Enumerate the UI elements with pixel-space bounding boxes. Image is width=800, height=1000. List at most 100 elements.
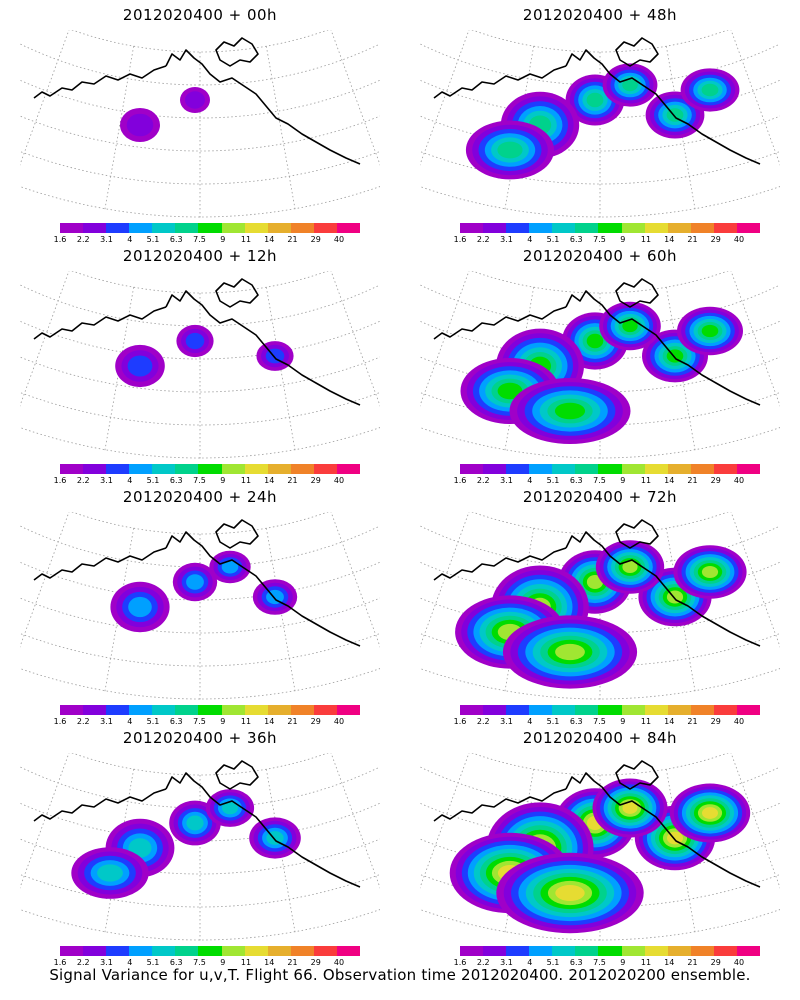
coastline [433, 37, 761, 165]
colorbar-swatch [713, 946, 737, 956]
colorbar-swatch [552, 705, 576, 715]
colorbar-swatch [713, 464, 737, 474]
colorbar-swatch [713, 223, 737, 233]
colorbar-swatch [506, 223, 530, 233]
colorbar-tick-label: 4 [527, 958, 533, 967]
colorbar-tick-label: 7.5 [593, 476, 606, 485]
colorbar-swatch [198, 223, 222, 233]
colorbar-swatch [60, 223, 84, 233]
colorbar-tick-label: 29 [310, 717, 321, 726]
colorbar-tick-label: 5.1 [546, 958, 560, 967]
colorbar-swatch [667, 946, 691, 956]
colorbar-swatch [106, 223, 130, 233]
colorbar-swatch [483, 705, 507, 715]
colorbar-tick-label: 1.6 [453, 958, 467, 967]
colorbar-tick-label: 40 [333, 717, 345, 726]
variance-field [71, 789, 301, 899]
colorbar-swatch [267, 223, 291, 233]
colorbar-swatch [313, 464, 337, 474]
variance-field [460, 301, 743, 444]
coastline [433, 519, 761, 647]
colorbar-swatch [313, 705, 337, 715]
colorbar-tick-label: 11 [240, 476, 252, 485]
colorbar-ticks: 1.6 2.2 3.1 4 5.1 6.3 7.5 9 11 14 21 29 40 [54, 958, 360, 968]
colorbar-swatch [83, 464, 107, 474]
coastline [33, 278, 361, 406]
colorbar-swatch [736, 705, 761, 715]
colorbar-tick-label: 7.5 [593, 717, 606, 726]
colorbar-tick-label: 1.6 [53, 476, 67, 485]
colorbar-tick-label: 1.6 [453, 717, 467, 726]
colorbar-swatch [621, 464, 645, 474]
colorbar-swatch [83, 705, 107, 715]
colorbar-tick-label: 14 [664, 958, 675, 967]
panel-title: 2012020400 + 00h [122, 6, 278, 24]
colorbar-tick-label: 2.2 [76, 717, 90, 726]
colorbar-swatch [106, 705, 130, 715]
colorbar [460, 946, 761, 956]
colorbar-tick-label: 14 [664, 235, 675, 244]
colorbar-swatch [598, 223, 622, 233]
colorbar-tick-label: 4 [127, 476, 133, 485]
colorbar-tick-label: 29 [710, 235, 721, 244]
colorbar-tick-label: 29 [310, 476, 321, 485]
colorbar-tick-label: 5.1 [146, 235, 160, 244]
colorbar-tick-label: 3.1 [100, 476, 113, 485]
colorbar-swatch [244, 223, 268, 233]
colorbar-swatch [198, 705, 222, 715]
colorbar-swatch [552, 464, 576, 474]
colorbar-tick-label: 1.6 [453, 476, 467, 485]
colorbar-swatch [313, 946, 337, 956]
map-panel: 2012020400 + 84h 1.6 2.2 3.1 4 5.1 6.3 7.5 9 11 14… [400, 723, 800, 968]
colorbar-swatch [175, 464, 199, 474]
colorbar-swatch [621, 946, 645, 956]
colorbar [460, 705, 761, 715]
colorbar-ticks: 1.6 2.2 3.1 4 5.1 6.3 7.5 9 11 14 21 29 40 [54, 235, 360, 245]
colorbar-swatch [621, 223, 645, 233]
colorbar-tick-label: 21 [687, 235, 698, 244]
colorbar [460, 464, 761, 474]
colorbar-tick-label: 21 [287, 235, 298, 244]
colorbar [60, 946, 361, 956]
colorbar-swatch [483, 223, 507, 233]
colorbar-swatch [336, 464, 361, 474]
colorbar-tick-label: 4 [127, 235, 133, 244]
variance-field [449, 778, 751, 934]
graticule [20, 753, 380, 941]
coastline [33, 760, 361, 888]
colorbar-swatch [152, 946, 176, 956]
colorbar-swatch [506, 705, 530, 715]
colorbar-swatch [60, 946, 84, 956]
colorbar-tick-label: 4 [127, 958, 133, 967]
map-panel: 2012020400 + 60h 1.6 2.2 3.1 4 5.1 6.3 7.5 9 11 14… [400, 241, 800, 485]
colorbar-tick-label: 2.2 [76, 235, 90, 244]
colorbar-tick-label: 40 [733, 235, 745, 244]
colorbar-swatch [460, 705, 484, 715]
colorbar-tick-label: 7.5 [593, 235, 606, 244]
colorbar-swatch [506, 946, 530, 956]
colorbar-tick-label: 6.3 [169, 476, 183, 485]
colorbar-swatch [60, 464, 84, 474]
colorbar-swatch [198, 946, 222, 956]
colorbar-tick-label: 3.1 [500, 235, 513, 244]
colorbar-ticks: 1.6 2.2 3.1 4 5.1 6.3 7.5 9 11 14 21 29 40 [454, 958, 760, 968]
colorbar-tick-label: 40 [733, 476, 745, 485]
colorbar-tick-label: 1.6 [453, 235, 467, 244]
variance-field [115, 324, 294, 388]
colorbar-ticks: 1.6 2.2 3.1 4 5.1 6.3 7.5 9 11 14 21 29 40 [454, 717, 760, 727]
colorbar-tick-label: 29 [710, 717, 721, 726]
colorbar-tick-label: 6.3 [569, 958, 583, 967]
colorbar-tick-label: 2.2 [76, 476, 90, 485]
colorbar-swatch [336, 705, 361, 715]
colorbar-swatch [60, 705, 84, 715]
colorbar-tick-label: 29 [310, 235, 321, 244]
colorbar-swatch [244, 705, 268, 715]
colorbar-swatch [460, 223, 484, 233]
colorbar-tick-label: 40 [733, 958, 745, 967]
colorbar [60, 464, 361, 474]
map-panel: 2012020400 + 00h 1.6 2.2 3.1 4 5.1 6.3 7.5 9 11 14… [0, 0, 400, 245]
colorbar-swatch [106, 946, 130, 956]
colorbar-swatch [575, 223, 599, 233]
colorbar-swatch [736, 946, 761, 956]
colorbar-swatch [529, 705, 553, 715]
